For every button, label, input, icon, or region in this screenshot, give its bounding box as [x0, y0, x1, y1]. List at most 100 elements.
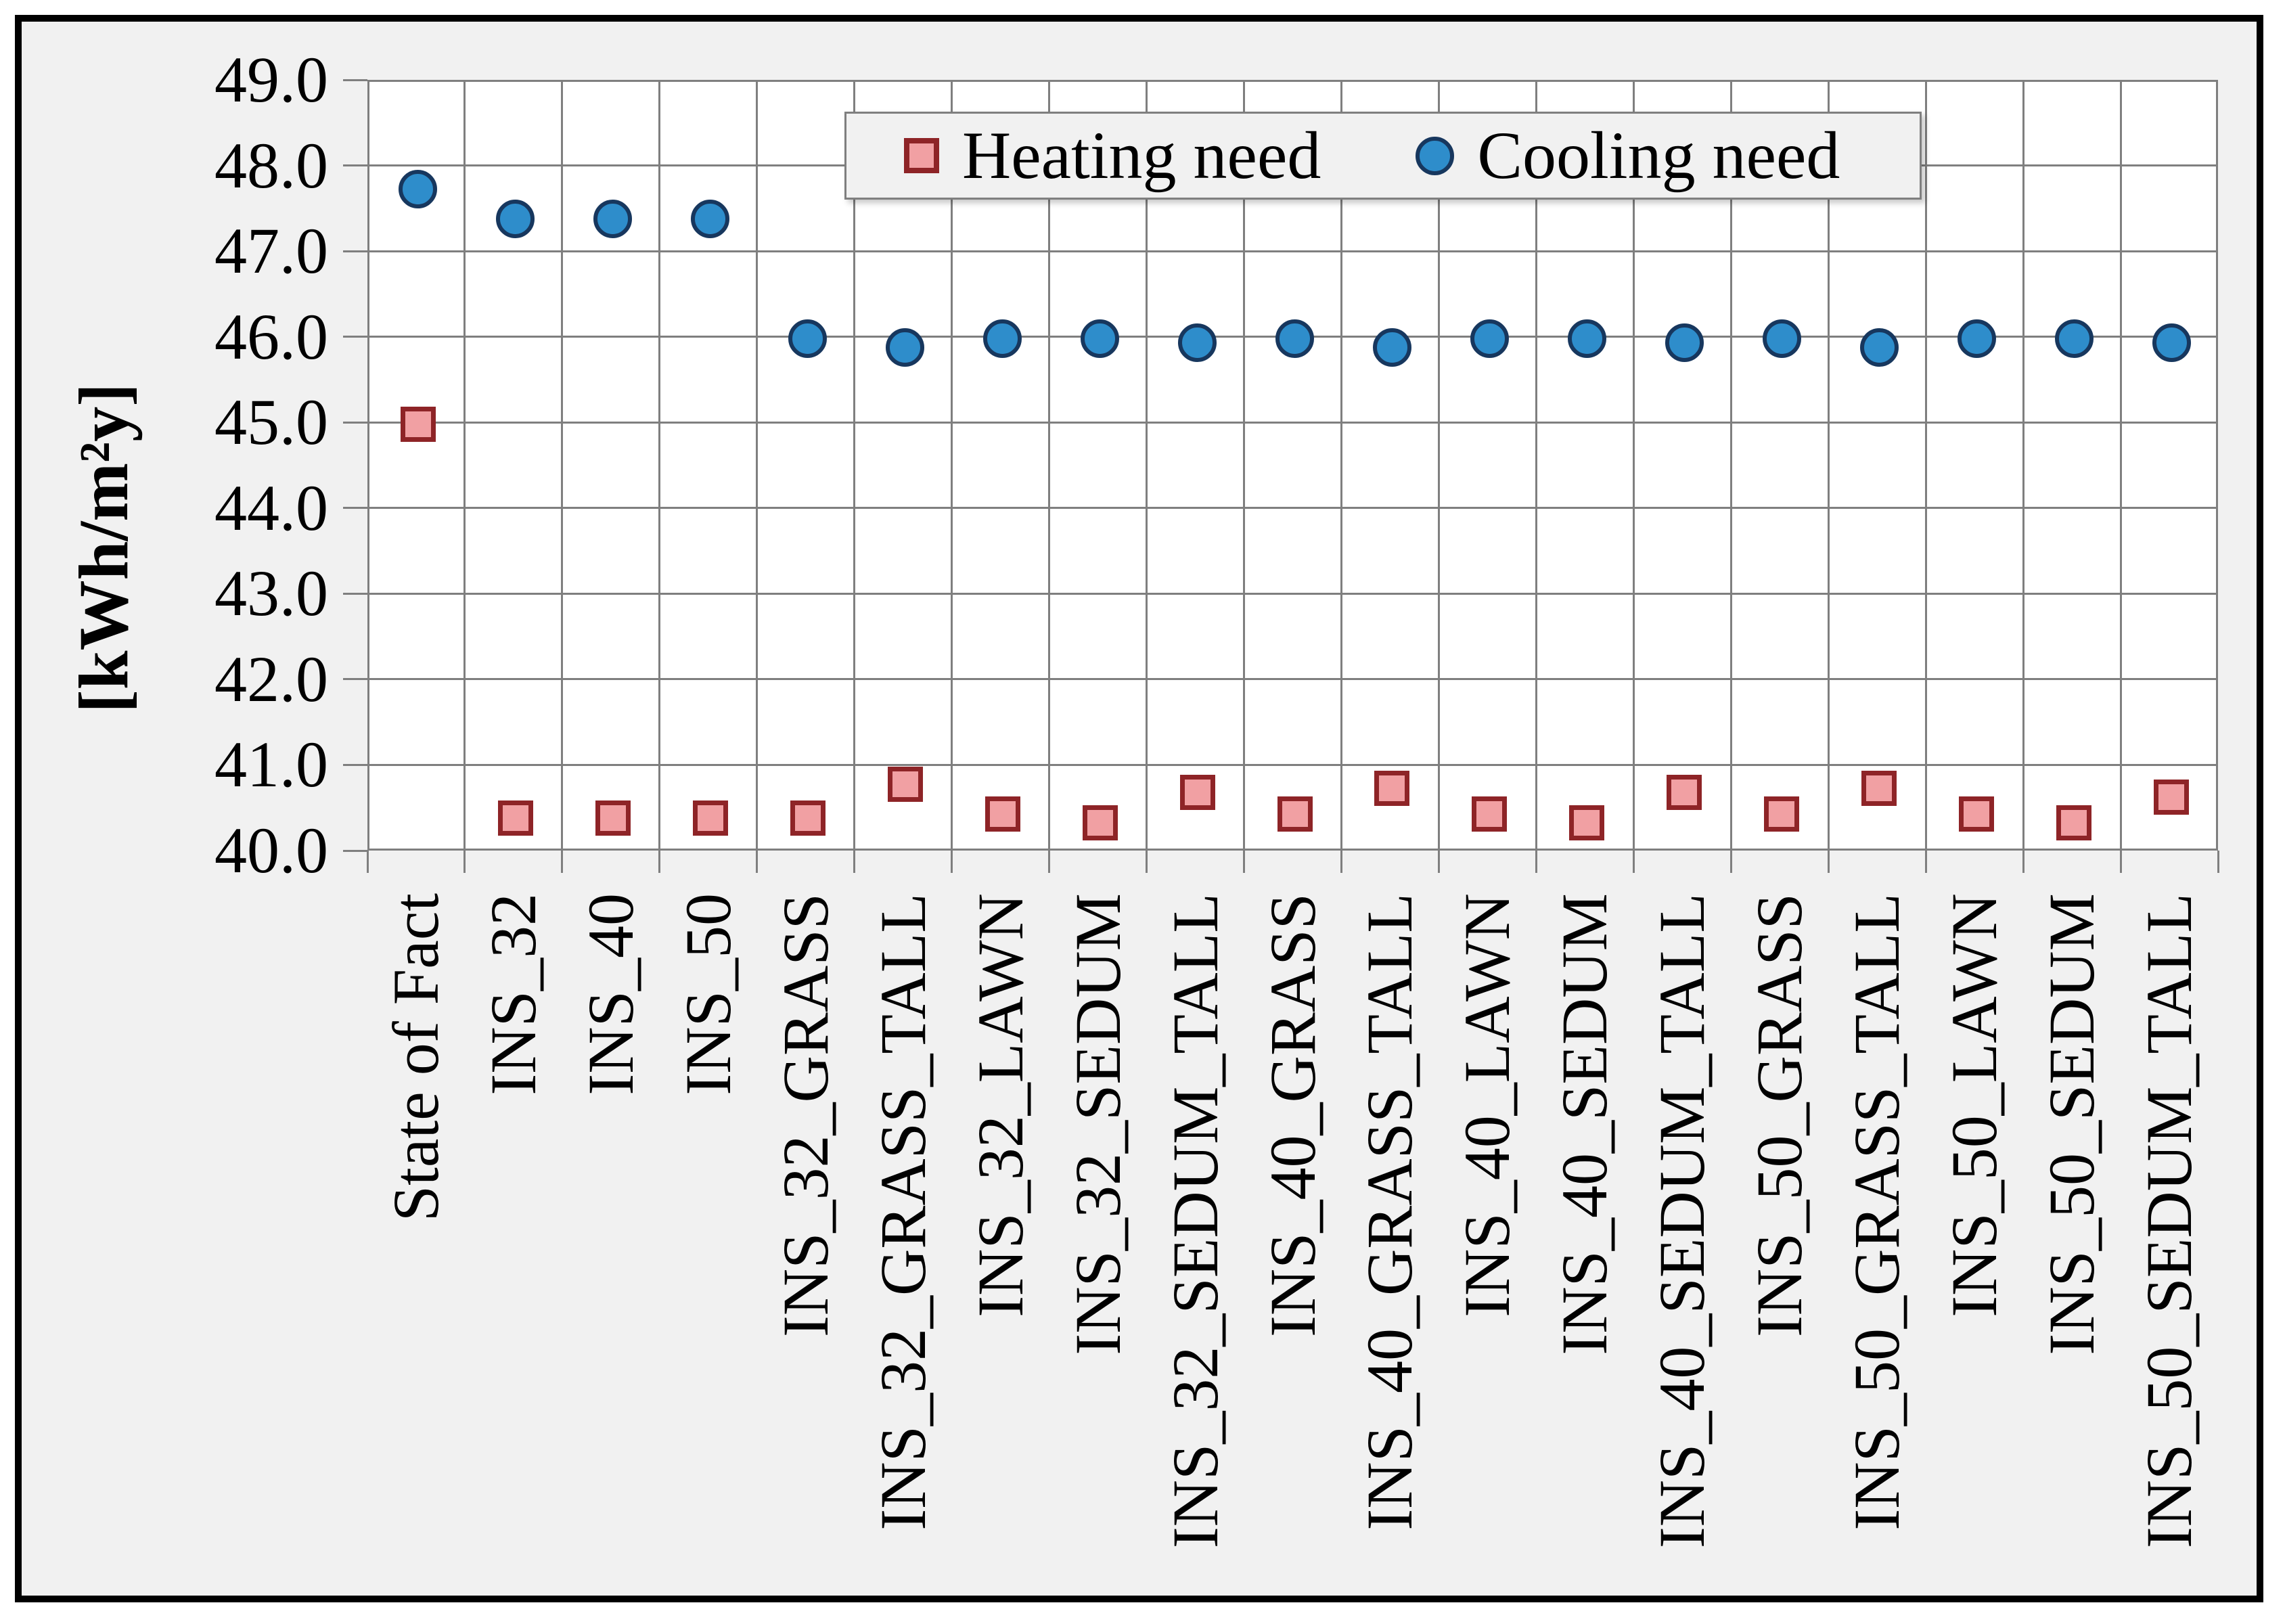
heating-point-INS_32 [497, 800, 533, 836]
gridline-h [369, 250, 2216, 252]
y-tick-mark [343, 78, 367, 81]
cooling-point-INS_50 [691, 199, 730, 238]
cooling-point-INS_50_SEDUM_TALL [2152, 323, 2191, 363]
x-category-label: INS_32_LAWN [964, 893, 1037, 1317]
gridline-v [1340, 82, 1342, 849]
heating-point-INS_40_SEDUM [1569, 805, 1605, 840]
x-tick-mark [463, 851, 466, 873]
gridline-h [369, 592, 2216, 595]
gridline-h [369, 421, 2216, 424]
y-tick-mark [343, 849, 367, 852]
cooling-point-INS_40_GRASS [1275, 319, 1314, 359]
y-tick-mark [343, 592, 367, 595]
x-category-label: State of Fact [379, 893, 452, 1222]
x-tick-mark [366, 851, 369, 873]
y-tick-label: 45.0 [214, 386, 328, 459]
x-category-label: INS_50_SEDUM [2035, 893, 2108, 1355]
heating-point-INS_40_SEDUM_TALL [1667, 775, 1702, 811]
cooling-point-INS_50_GRASS_TALL [1859, 328, 1899, 367]
gridline-v [1146, 82, 1148, 849]
x-category-label: INS_32_GRASS [769, 893, 842, 1338]
heating-point-INS_50_GRASS [1764, 796, 1800, 832]
cooling-point-INS_32_SEDUM_TALL [1178, 323, 1217, 363]
cooling-legend-marker-icon [1416, 136, 1455, 175]
cooling-legend-label: Cooling need [1477, 118, 1840, 193]
x-tick-mark [1535, 851, 1537, 873]
y-tick-label: 40.0 [214, 814, 328, 886]
gridline-v [463, 82, 466, 849]
heating-point-INS_40_GRASS [1277, 796, 1313, 832]
gridline-v [1048, 82, 1051, 849]
x-tick-mark [1243, 851, 1246, 873]
x-tick-mark [1924, 851, 1927, 873]
heating-legend-label: Heating need [962, 118, 1321, 193]
cooling-point-INS_40_SEDUM_TALL [1665, 323, 1704, 363]
gridline-v [1437, 82, 1440, 849]
y-tick-label: 44.0 [214, 471, 328, 544]
x-category-label: INS_40 [574, 893, 647, 1096]
y-tick-mark [343, 250, 367, 252]
gridline-v [1535, 82, 1537, 849]
x-tick-mark [853, 851, 856, 873]
heating-point-INS_50_SEDUM_TALL [2154, 779, 2190, 815]
y-tick-label: 47.0 [214, 215, 328, 288]
x-category-label: INS_32_SEDUM_TALL [1158, 893, 1231, 1549]
cooling-point-INS_32_LAWN [983, 319, 1022, 359]
gridline-h [369, 763, 2216, 766]
heating-point-INS_32_GRASS_TALL [887, 766, 923, 802]
y-tick-label: 48.0 [214, 129, 328, 202]
x-tick-mark [2022, 851, 2024, 873]
x-category-label: INS_50 [671, 893, 744, 1096]
x-tick-mark [1146, 851, 1148, 873]
y-tick-label: 43.0 [214, 557, 328, 630]
x-tick-mark [1437, 851, 1440, 873]
plot-area [367, 80, 2218, 851]
gridline-v [2022, 82, 2024, 849]
cooling-point-INS_50_SEDUM [2054, 319, 2094, 359]
x-tick-mark [1048, 851, 1051, 873]
y-tick-label: 41.0 [214, 728, 328, 801]
x-category-label: INS_50_LAWN [1938, 893, 2011, 1317]
y-tick-mark [343, 678, 367, 681]
heating-point-INS_50_LAWN [1959, 796, 1995, 832]
cooling-point-INS_32_GRASS_TALL [886, 328, 925, 367]
x-tick-mark [1827, 851, 1830, 873]
cooling-point-State of Fact [399, 169, 438, 208]
x-tick-mark [1729, 851, 1732, 873]
gridline-v [853, 82, 856, 849]
gridline-h [369, 507, 2216, 510]
y-tick-mark [343, 507, 367, 510]
y-tick-label: 49.0 [214, 43, 328, 116]
x-tick-mark [658, 851, 661, 873]
x-tick-mark [1632, 851, 1635, 873]
gridline-v [1243, 82, 1246, 849]
gridline-v [1632, 82, 1635, 849]
cooling-point-INS_50_GRASS [1762, 319, 1801, 359]
cooling-point-INS_50_LAWN [1957, 319, 1996, 359]
x-category-label: INS_40_SEDUM [1548, 893, 1621, 1355]
cooling-point-INS_40_SEDUM [1567, 319, 1606, 359]
cooling-point-INS_40_GRASS_TALL [1372, 328, 1411, 367]
heating-point-INS_32_GRASS [790, 800, 825, 836]
heating-legend-marker-icon [904, 138, 939, 173]
y-tick-mark [343, 763, 367, 766]
x-category-label: INS_32_GRASS_TALL [866, 893, 939, 1531]
x-category-label: INS_50_SEDUM_TALL [2133, 893, 2206, 1549]
legend: Heating need Cooling need [844, 112, 1922, 200]
x-tick-mark [756, 851, 759, 873]
x-category-label: INS_40_GRASS_TALL [1353, 893, 1426, 1531]
heating-point-INS_40_GRASS_TALL [1374, 771, 1410, 807]
y-tick-label: 42.0 [214, 642, 328, 715]
cooling-point-INS_32 [496, 199, 535, 238]
cooling-point-INS_40_LAWN [1470, 319, 1509, 359]
gridline-v [1729, 82, 1732, 849]
x-tick-mark [951, 851, 953, 873]
gridline-v [2119, 82, 2122, 849]
gridline-v [756, 82, 759, 849]
heating-point-INS_50_GRASS_TALL [1861, 771, 1897, 807]
y-axis-title: [kWh/m²y] [65, 383, 143, 713]
x-category-label: INS_40_SEDUM_TALL [1646, 893, 1719, 1549]
gridline-v [1924, 82, 1927, 849]
x-tick-mark [2217, 851, 2219, 873]
heating-point-INS_40 [595, 800, 631, 836]
